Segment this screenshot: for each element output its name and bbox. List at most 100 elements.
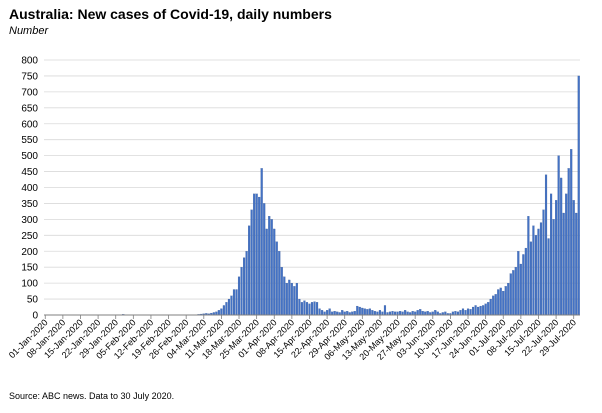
y-tick-label: 500 bbox=[21, 151, 38, 162]
bar bbox=[310, 302, 314, 316]
bar bbox=[459, 310, 462, 316]
y-tick-label: 0 bbox=[32, 311, 38, 322]
bar bbox=[315, 302, 319, 316]
bar bbox=[255, 193, 258, 316]
x-axis-ticks: 01-Jan-202008-Jan-202015-Jan-202022-Jan-… bbox=[7, 315, 578, 362]
bar bbox=[260, 168, 263, 316]
bar bbox=[378, 310, 381, 316]
bar bbox=[333, 311, 336, 316]
bar bbox=[240, 267, 243, 316]
bar bbox=[248, 225, 251, 316]
bar bbox=[507, 283, 510, 316]
bar bbox=[411, 311, 414, 316]
bar bbox=[383, 305, 387, 316]
bar bbox=[421, 311, 424, 316]
bar bbox=[318, 308, 321, 316]
bar bbox=[227, 298, 231, 316]
bar bbox=[217, 310, 220, 316]
bar bbox=[232, 289, 236, 316]
bar bbox=[504, 286, 507, 316]
y-tick-label: 750 bbox=[21, 71, 38, 82]
bar bbox=[567, 168, 570, 316]
bar bbox=[222, 305, 225, 316]
bar bbox=[308, 303, 311, 316]
bar bbox=[565, 193, 568, 316]
bar bbox=[220, 308, 223, 316]
bar bbox=[313, 301, 316, 316]
bar bbox=[263, 203, 266, 316]
y-tick-label: 350 bbox=[21, 199, 38, 210]
bar bbox=[466, 308, 470, 316]
bar bbox=[399, 311, 402, 316]
y-tick-label: 200 bbox=[21, 247, 38, 258]
bar bbox=[273, 228, 276, 316]
bar bbox=[363, 308, 366, 316]
bar bbox=[361, 307, 364, 316]
y-tick-label: 450 bbox=[21, 167, 38, 178]
bar bbox=[305, 302, 309, 316]
bar bbox=[552, 219, 555, 316]
y-tick-label: 250 bbox=[21, 231, 38, 242]
bar bbox=[454, 311, 457, 316]
bar bbox=[265, 228, 268, 316]
chart-subtitle: Number bbox=[9, 25, 49, 37]
bar bbox=[489, 298, 492, 316]
bar bbox=[537, 228, 540, 316]
bar bbox=[539, 222, 543, 316]
bar bbox=[577, 75, 580, 316]
bar bbox=[283, 276, 286, 316]
bar bbox=[368, 308, 371, 316]
bars bbox=[104, 75, 580, 316]
y-tick-label: 550 bbox=[21, 135, 38, 146]
bar bbox=[469, 309, 472, 316]
bar bbox=[328, 308, 331, 316]
bar bbox=[464, 310, 467, 316]
y-tick-label: 50 bbox=[27, 295, 39, 306]
y-tick-label: 100 bbox=[21, 279, 38, 290]
bar bbox=[547, 238, 550, 316]
bar bbox=[524, 247, 527, 316]
bar bbox=[522, 254, 525, 316]
bar bbox=[570, 149, 573, 316]
bar bbox=[550, 193, 553, 316]
bar bbox=[572, 200, 575, 316]
bar bbox=[471, 306, 475, 316]
bar bbox=[285, 283, 288, 316]
y-tick-label: 600 bbox=[21, 119, 38, 130]
gridlines bbox=[44, 59, 580, 300]
bar bbox=[434, 310, 437, 316]
bar bbox=[371, 310, 374, 316]
bar bbox=[492, 295, 495, 316]
bar bbox=[527, 216, 530, 316]
bar bbox=[253, 193, 256, 316]
bar bbox=[555, 200, 558, 316]
bar bbox=[298, 298, 301, 316]
bar bbox=[270, 219, 273, 316]
y-tick-label: 300 bbox=[21, 215, 38, 226]
bar bbox=[426, 311, 429, 316]
bar bbox=[557, 155, 560, 316]
bar bbox=[303, 300, 306, 316]
bar bbox=[512, 270, 515, 316]
bar bbox=[562, 212, 565, 316]
bar bbox=[225, 302, 228, 316]
bar bbox=[250, 209, 253, 316]
bar bbox=[245, 251, 248, 316]
bar bbox=[502, 290, 505, 316]
bar bbox=[326, 310, 329, 316]
bar bbox=[230, 295, 233, 316]
bar bbox=[293, 286, 296, 316]
y-tick-label: 650 bbox=[21, 103, 38, 114]
y-tick-label: 150 bbox=[21, 263, 38, 274]
bar bbox=[321, 310, 324, 316]
bar bbox=[484, 303, 487, 316]
bar bbox=[290, 283, 293, 316]
bar bbox=[519, 263, 522, 316]
bar bbox=[529, 241, 532, 316]
bar bbox=[534, 235, 538, 316]
bar bbox=[356, 305, 359, 316]
bar bbox=[237, 276, 241, 316]
bar bbox=[461, 308, 465, 316]
bar bbox=[300, 302, 303, 316]
